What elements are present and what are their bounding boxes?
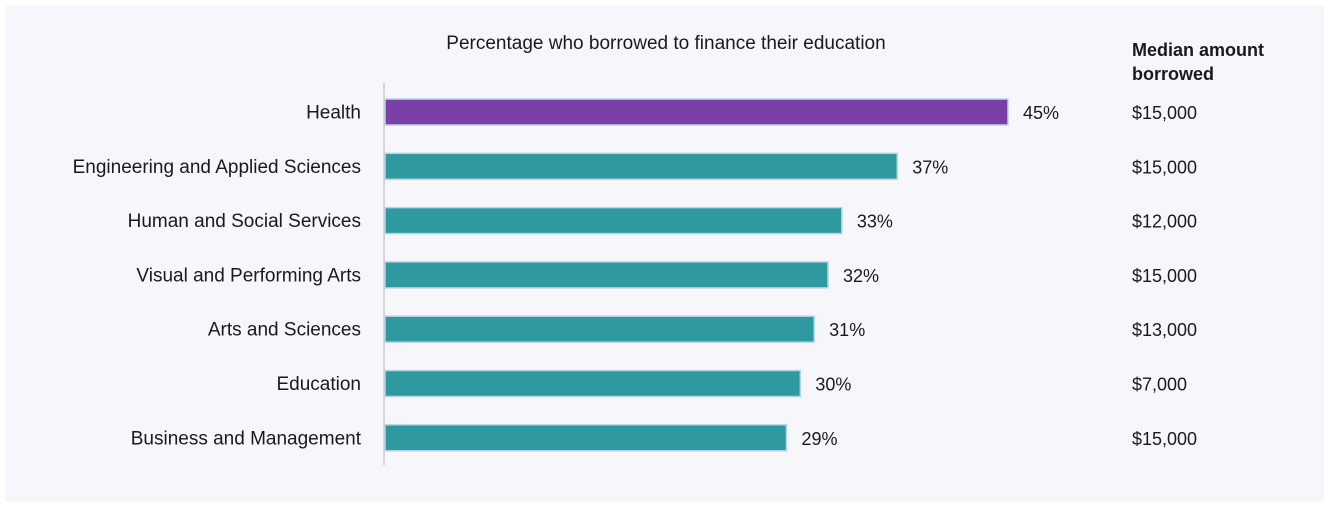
bar (384, 98, 1009, 126)
category-label: Education (276, 374, 361, 395)
category-label: Arts and Sciences (208, 320, 361, 341)
median-header-line2: borrowed (1132, 64, 1214, 84)
category-label: Visual and Performing Arts (136, 265, 361, 286)
bar-value-label: 33% (857, 212, 893, 232)
median-amount-label: $15,000 (1132, 157, 1197, 177)
bar (384, 152, 898, 181)
category-label: Engineering and Applied Sciences (73, 157, 361, 178)
median-amount-label: $15,000 (1132, 429, 1197, 449)
median-amount-label: $15,000 (1132, 103, 1197, 123)
median-amount-label: $7,000 (1132, 375, 1187, 395)
category-label: Business and Management (131, 428, 362, 449)
bar (384, 261, 829, 289)
bar-value-label: 37% (912, 157, 948, 177)
median-amount-label: $15,000 (1132, 266, 1197, 286)
bar (384, 424, 788, 452)
chart-title: Percentage who borrowed to finance their… (446, 33, 885, 54)
bar-value-label: 31% (829, 320, 865, 340)
median-amount-label: $13,000 (1132, 320, 1197, 340)
median-amount-label: $12,000 (1132, 212, 1197, 232)
bars-layer: Health 45% $15,000 Engineering and Applied … (73, 98, 1197, 452)
median-header-line1: Median amount (1132, 40, 1264, 60)
bar-value-label: 45% (1023, 103, 1059, 123)
chart-background (6, 6, 1324, 502)
bar-value-label: 32% (843, 266, 879, 286)
bar-value-label: 30% (815, 375, 851, 395)
category-label: Human and Social Services (128, 211, 361, 232)
bar (384, 315, 815, 343)
bar (384, 369, 802, 398)
category-label: Health (306, 103, 361, 124)
bar-value-label: 29% (801, 429, 837, 449)
bar (384, 206, 843, 235)
